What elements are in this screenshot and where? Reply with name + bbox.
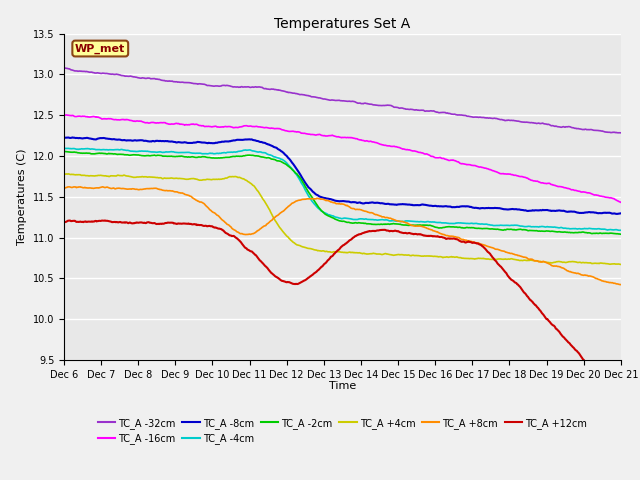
TC_A -8cm (68, 134, 76, 140)
TC_A +4cm (389, 252, 397, 258)
TC_A -32cm (183, 80, 191, 85)
TC_A +8cm (389, 216, 397, 222)
TC_A +12cm (101, 217, 109, 223)
TC_A +8cm (207, 207, 215, 213)
X-axis label: Time: Time (329, 381, 356, 391)
TC_A -2cm (443, 224, 451, 230)
TC_A +8cm (60, 185, 68, 191)
TC_A -8cm (60, 135, 68, 141)
TC_A +12cm (60, 219, 68, 225)
Line: TC_A +8cm: TC_A +8cm (64, 187, 621, 285)
TC_A +12cm (444, 236, 451, 241)
TC_A +12cm (389, 228, 397, 234)
TC_A -4cm (444, 220, 451, 226)
TC_A -4cm (207, 151, 215, 156)
TC_A -4cm (60, 145, 68, 151)
TC_A -16cm (444, 157, 451, 163)
TC_A -8cm (617, 210, 625, 216)
TC_A -4cm (389, 218, 397, 224)
TC_A -4cm (617, 228, 625, 233)
TC_A +8cm (444, 233, 451, 239)
TC_A -32cm (60, 65, 68, 71)
TC_A -2cm (60, 148, 68, 154)
Y-axis label: Temperatures (C): Temperatures (C) (17, 148, 27, 245)
Line: TC_A +4cm: TC_A +4cm (64, 174, 621, 264)
TC_A +12cm (335, 247, 342, 253)
TC_A +8cm (183, 192, 191, 198)
TC_A -4cm (616, 228, 623, 233)
Line: TC_A -8cm: TC_A -8cm (64, 137, 621, 214)
TC_A -8cm (183, 140, 191, 145)
TC_A -8cm (566, 209, 574, 215)
TC_A -16cm (566, 186, 574, 192)
TC_A +12cm (207, 223, 215, 229)
Line: TC_A +12cm: TC_A +12cm (64, 220, 621, 399)
Line: TC_A -16cm: TC_A -16cm (64, 115, 621, 202)
TC_A +4cm (617, 262, 625, 267)
TC_A -32cm (566, 124, 574, 130)
TC_A -8cm (207, 140, 215, 146)
TC_A -8cm (335, 198, 342, 204)
TC_A +8cm (617, 282, 625, 288)
Line: TC_A -32cm: TC_A -32cm (64, 68, 621, 133)
TC_A -2cm (617, 231, 625, 237)
TC_A -2cm (334, 217, 342, 223)
TC_A +8cm (335, 201, 342, 207)
TC_A -2cm (182, 154, 190, 160)
TC_A -4cm (183, 149, 191, 155)
TC_A -16cm (617, 199, 625, 205)
TC_A -16cm (207, 124, 215, 130)
TC_A -2cm (388, 221, 396, 227)
TC_A -4cm (335, 215, 342, 221)
TC_A -8cm (613, 211, 621, 217)
TC_A -32cm (617, 130, 625, 136)
TC_A +4cm (183, 177, 191, 182)
TC_A +12cm (183, 221, 191, 227)
TC_A -32cm (207, 83, 215, 88)
TC_A +8cm (566, 269, 574, 275)
Line: TC_A -2cm: TC_A -2cm (64, 151, 621, 234)
TC_A -16cm (183, 122, 191, 128)
TC_A +8cm (99, 184, 106, 190)
TC_A +4cm (335, 249, 342, 254)
TC_A -32cm (61, 65, 68, 71)
TC_A +4cm (566, 259, 574, 264)
TC_A -4cm (61, 145, 68, 151)
TC_A -8cm (444, 204, 451, 209)
TC_A +4cm (60, 171, 68, 177)
Text: WP_met: WP_met (75, 43, 125, 54)
Legend: TC_A -32cm, TC_A -16cm, TC_A -8cm, TC_A -4cm, TC_A -2cm, TC_A +4cm, TC_A +8cm, T: TC_A -32cm, TC_A -16cm, TC_A -8cm, TC_A … (94, 414, 591, 448)
TC_A +12cm (566, 342, 574, 348)
TC_A -16cm (63, 112, 70, 118)
TC_A -16cm (389, 144, 397, 149)
TC_A -32cm (444, 110, 451, 116)
TC_A +4cm (65, 171, 72, 177)
TC_A -16cm (335, 134, 342, 140)
TC_A -16cm (60, 112, 68, 118)
TC_A -8cm (389, 202, 397, 207)
TC_A -2cm (206, 155, 214, 161)
TC_A -32cm (389, 103, 397, 109)
Title: Temperatures Set A: Temperatures Set A (275, 17, 410, 31)
TC_A +12cm (617, 396, 625, 402)
Line: TC_A -4cm: TC_A -4cm (64, 148, 621, 230)
TC_A -4cm (566, 226, 574, 232)
TC_A -2cm (566, 229, 573, 235)
TC_A -32cm (335, 97, 342, 103)
TC_A +4cm (207, 177, 215, 182)
TC_A +4cm (444, 254, 451, 260)
